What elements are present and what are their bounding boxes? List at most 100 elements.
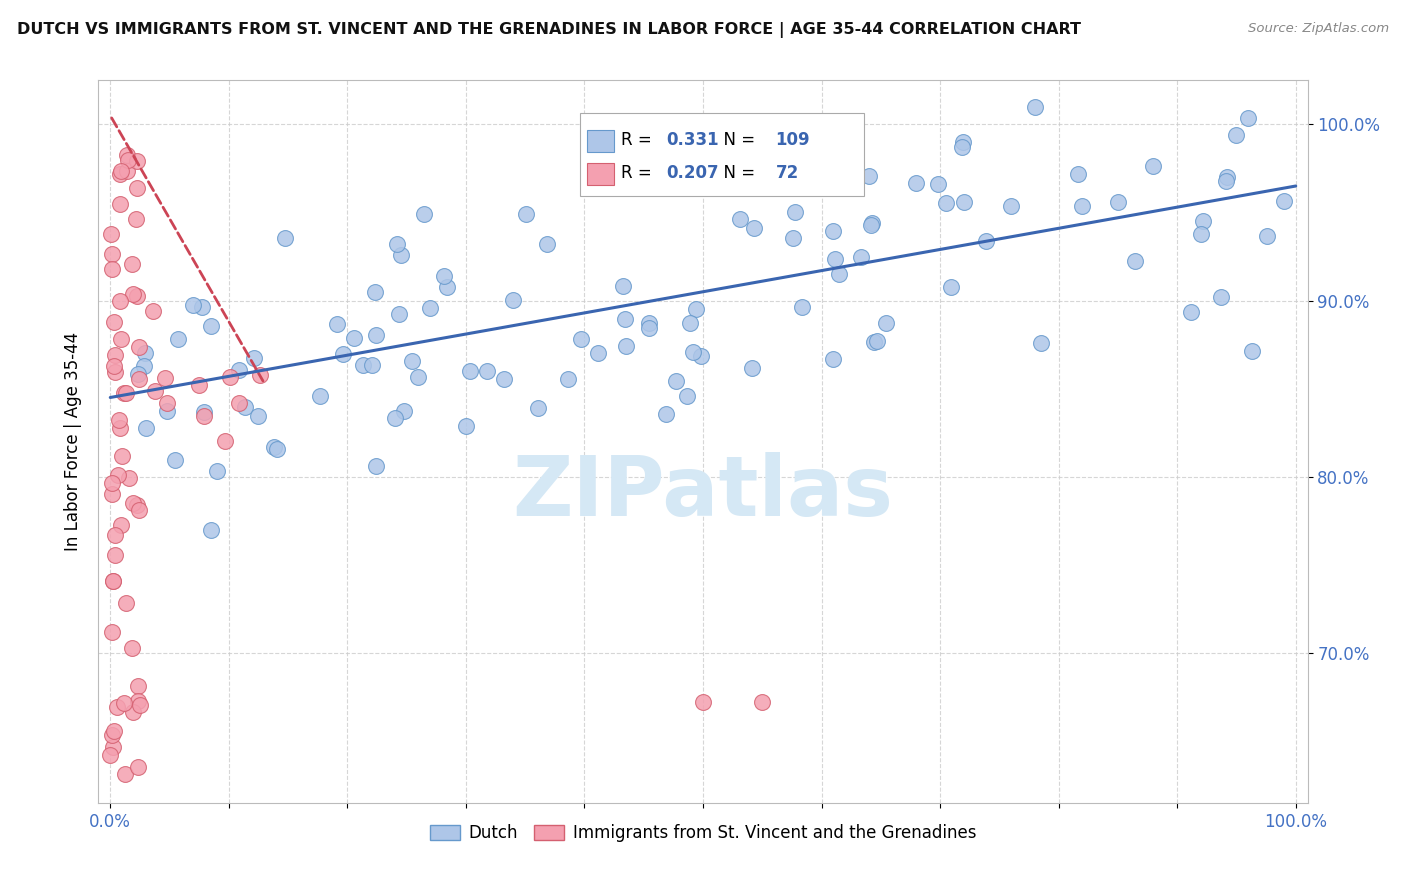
Point — [100, 748, 122, 763]
Text: 0.207: 0.207 — [666, 164, 720, 183]
Point — [121, 286, 143, 301]
Point — [905, 177, 928, 191]
Point — [200, 523, 222, 537]
Point — [1225, 128, 1247, 142]
Point — [111, 450, 134, 464]
FancyBboxPatch shape — [586, 163, 613, 185]
Point — [526, 401, 548, 415]
Point — [266, 442, 288, 457]
Point — [342, 331, 364, 345]
Point — [1031, 336, 1053, 351]
Point — [790, 300, 813, 314]
Point — [107, 467, 129, 482]
Point — [783, 204, 806, 219]
Point — [875, 316, 897, 330]
Point — [824, 252, 846, 267]
Point — [741, 360, 763, 375]
Point — [614, 339, 637, 353]
Point — [823, 352, 845, 367]
Point — [325, 318, 347, 332]
Point — [638, 321, 661, 335]
Point — [475, 364, 498, 378]
Point — [104, 548, 127, 562]
Point — [1024, 100, 1046, 114]
Point — [125, 289, 148, 303]
Point — [557, 371, 579, 385]
Point — [103, 724, 125, 739]
Point — [364, 285, 387, 300]
Point — [388, 307, 411, 321]
Point — [384, 410, 406, 425]
Point — [939, 279, 962, 293]
Point — [243, 351, 266, 366]
Point — [101, 487, 124, 501]
Point — [135, 421, 157, 435]
Point — [125, 180, 148, 194]
Point — [263, 440, 285, 454]
Point — [412, 207, 434, 221]
Text: 0.331: 0.331 — [666, 131, 720, 149]
Point — [1142, 159, 1164, 173]
Point — [115, 164, 138, 178]
Point — [364, 458, 387, 473]
Point — [125, 498, 148, 512]
Point — [419, 301, 441, 315]
Point — [935, 196, 957, 211]
Point — [782, 231, 804, 245]
Point — [214, 434, 236, 448]
Text: R =: R = — [621, 164, 657, 183]
Point — [976, 234, 998, 248]
Point — [742, 220, 765, 235]
Point — [104, 348, 127, 362]
Point — [110, 164, 132, 178]
Point — [1123, 253, 1146, 268]
Text: N =: N = — [713, 131, 761, 149]
Point — [515, 207, 537, 221]
Point — [101, 247, 124, 261]
Point — [110, 197, 132, 211]
Point — [249, 368, 271, 382]
Point — [1209, 290, 1232, 304]
Text: Source: ZipAtlas.com: Source: ZipAtlas.com — [1249, 22, 1389, 36]
Point — [588, 345, 610, 359]
Point — [100, 624, 122, 639]
Point — [181, 298, 204, 312]
Point — [142, 303, 165, 318]
Point — [143, 384, 166, 399]
Point — [115, 148, 138, 162]
Legend: Dutch, Immigrants from St. Vincent and the Grenadines: Dutch, Immigrants from St. Vincent and t… — [423, 817, 983, 848]
Point — [1192, 214, 1215, 228]
Point — [128, 503, 150, 517]
FancyBboxPatch shape — [586, 130, 613, 152]
Point — [127, 760, 149, 774]
Point — [823, 224, 845, 238]
Point — [205, 464, 228, 478]
Point — [952, 135, 974, 149]
Point — [436, 280, 458, 294]
Point — [122, 496, 145, 510]
Point — [193, 405, 215, 419]
Point — [679, 316, 702, 330]
Point — [246, 409, 269, 423]
Point — [692, 695, 714, 709]
Point — [1067, 167, 1090, 181]
Point — [1216, 170, 1239, 185]
Point — [1071, 199, 1094, 213]
Point — [108, 412, 131, 426]
Point — [110, 332, 132, 346]
Point — [366, 328, 388, 343]
Point — [153, 371, 176, 385]
Point — [193, 409, 215, 424]
Point — [103, 315, 125, 329]
Point — [394, 403, 416, 417]
Point — [676, 389, 699, 403]
Point — [460, 364, 482, 378]
Point — [665, 374, 688, 388]
Point — [167, 332, 190, 346]
Point — [108, 293, 131, 308]
Point — [1272, 194, 1295, 208]
Point — [690, 350, 713, 364]
Point — [502, 293, 524, 307]
Point — [612, 279, 634, 293]
Point — [114, 596, 136, 610]
